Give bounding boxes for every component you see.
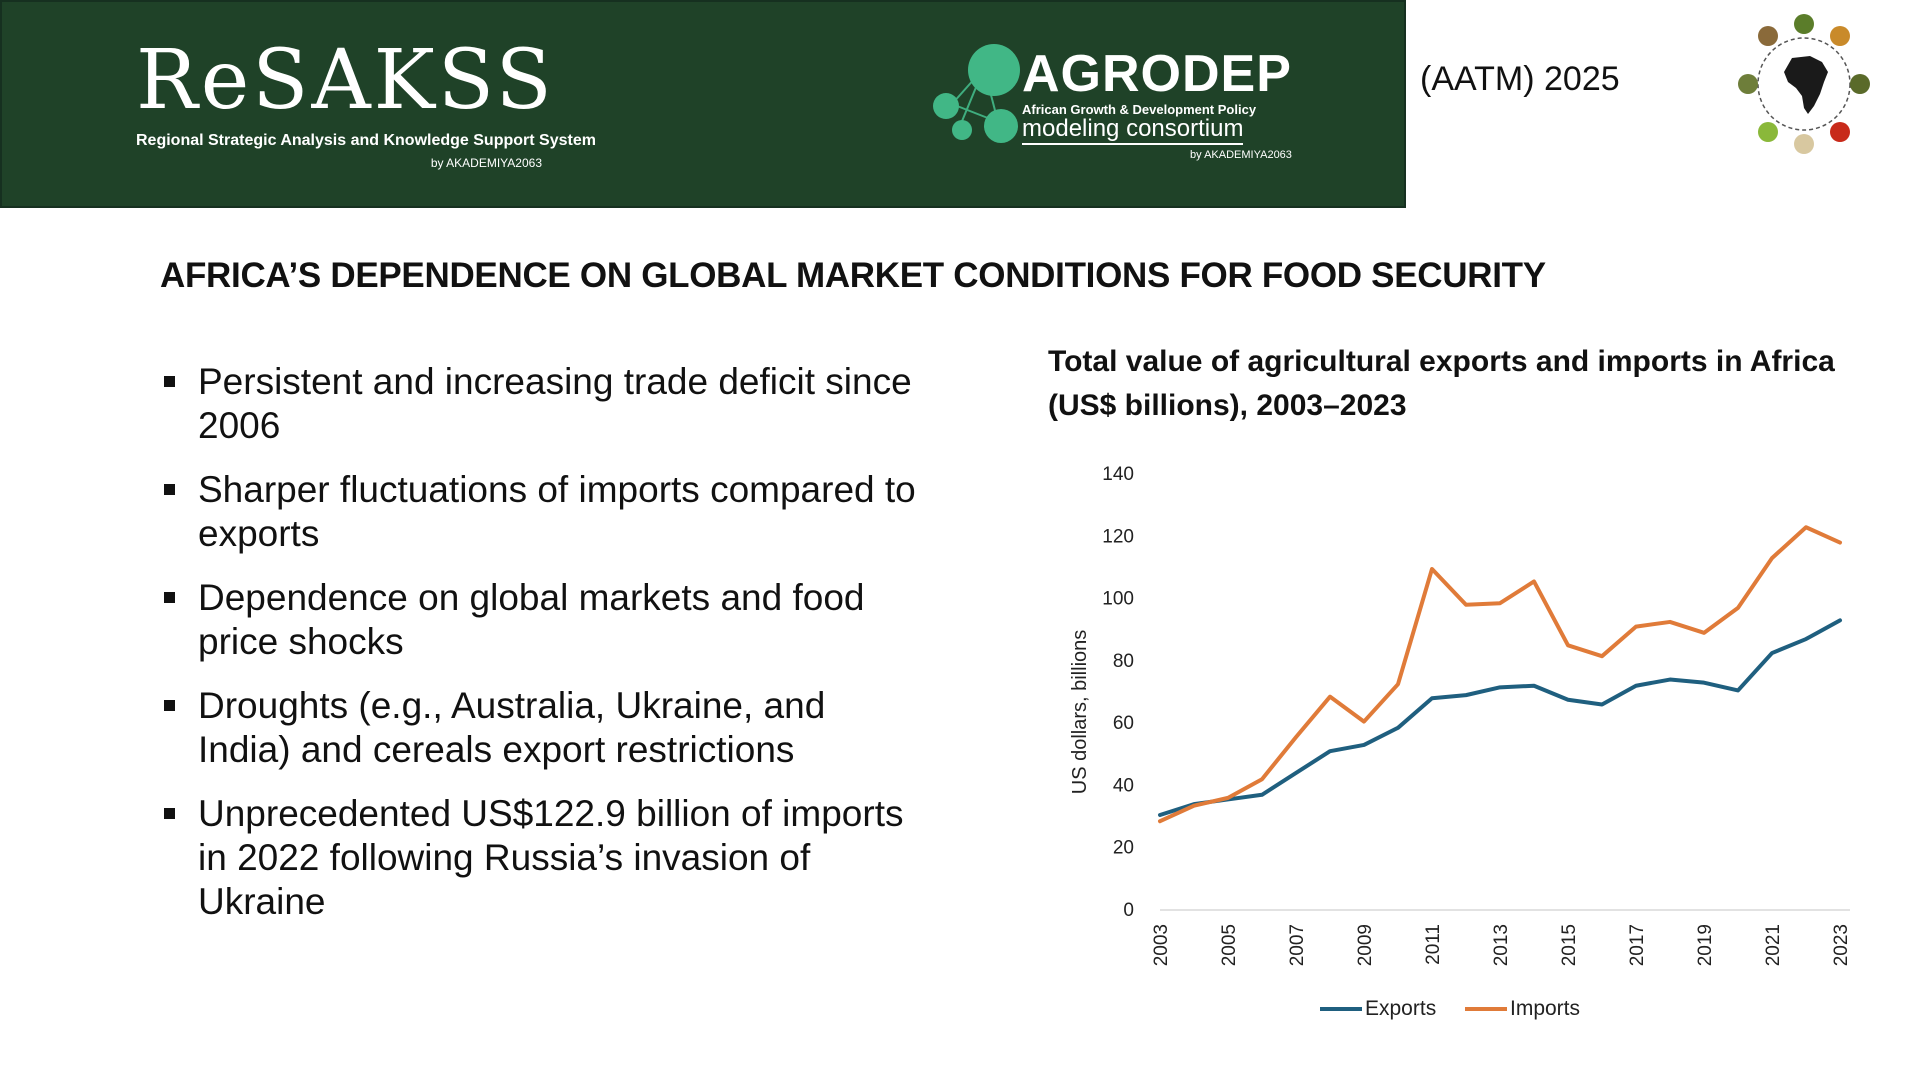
x-tick-label: 2005 [1219, 924, 1240, 966]
agrodep-name: AGRODEP [1022, 45, 1292, 103]
x-tick-label: 2009 [1355, 924, 1376, 966]
bullet-item: Sharper fluctuations of imports compared… [160, 468, 920, 556]
bullet-square-icon [164, 592, 175, 603]
x-tick-label: 2023 [1831, 924, 1852, 966]
y-tick-label: 60 [1113, 713, 1134, 734]
y-axis-label: US dollars, billions [1069, 630, 1091, 795]
resakss-byline: by AKADEMIYA2063 [430, 156, 542, 170]
resakss-subtitle: Regional Strategic Analysis and Knowledg… [136, 132, 596, 149]
agrodep-tagline: African Growth & Development Policy [1022, 102, 1257, 117]
agrodep-consortium: modeling consortium [1022, 117, 1244, 145]
bullet-text: Unprecedented US$122.9 billion of import… [198, 793, 904, 922]
y-tick-label: 100 [1102, 589, 1134, 610]
y-tick-label: 140 [1102, 464, 1134, 485]
header-banner: ReSAKSS Regional Strategic Analysis and … [0, 0, 1406, 208]
bullet-item: Droughts (e.g., Australia, Ukraine, and … [160, 684, 920, 772]
resakss-logo: ReSAKSS Regional Strategic Analysis and … [136, 33, 596, 171]
x-tick-label: 2007 [1287, 924, 1308, 966]
chart-title: Total value of agricultural exports and … [1048, 345, 1835, 422]
bullet-item: Dependence on global markets and food pr… [160, 576, 920, 664]
network-dots-icon [933, 44, 1020, 143]
bullet-text: Dependence on global markets and food pr… [198, 577, 865, 662]
bullet-square-icon [164, 484, 175, 495]
series-line-imports [1158, 525, 1842, 824]
bullet-square-icon [164, 376, 175, 387]
slide-title: AFRICA’S DEPENDENCE ON GLOBAL MARKET CON… [160, 256, 1546, 295]
bullet-list: Persistent and increasing trade deficit … [160, 360, 920, 944]
x-tick-label: 2003 [1151, 924, 1172, 966]
agrodep-logo: AGRODEP African Growth & Development Pol… [926, 44, 1306, 164]
bullet-text: Persistent and increasing trade deficit … [198, 361, 912, 446]
legend-label-imports: Imports [1510, 997, 1580, 1020]
legend-label-exports: Exports [1365, 997, 1436, 1020]
x-tick-label: 2015 [1559, 924, 1580, 966]
resakss-name: ReSAKSS [136, 33, 555, 128]
bullet-text: Sharper fluctuations of imports compared… [198, 469, 916, 554]
x-tick-label: 2013 [1491, 924, 1512, 966]
event-label: (AATM) 2025 [1420, 60, 1620, 98]
bullet-square-icon [164, 808, 175, 819]
x-tick-label: 2017 [1627, 924, 1648, 966]
y-tick-label: 120 [1102, 526, 1134, 547]
bullet-item: Unprecedented US$122.9 billion of import… [160, 792, 920, 924]
bullet-item: Persistent and increasing trade deficit … [160, 360, 920, 448]
x-tick-label: 2021 [1763, 924, 1784, 966]
agrodep-byline: by AKADEMIYA2063 [1190, 149, 1292, 161]
bullet-square-icon [164, 700, 175, 711]
y-tick-label: 20 [1113, 838, 1134, 859]
y-tick-label: 0 [1123, 900, 1134, 921]
bullet-text: Droughts (e.g., Australia, Ukraine, and … [198, 685, 826, 770]
x-tick-label: 2019 [1695, 924, 1716, 966]
series-line-exports [1158, 618, 1842, 818]
africa-emblem-icon [1738, 14, 1870, 154]
y-tick-label: 80 [1113, 651, 1134, 672]
x-tick-label: 2011 [1423, 924, 1444, 965]
y-tick-label: 40 [1113, 775, 1134, 796]
trade-line-chart: 0 20 40 60 80 100 120 140 US dollars, billions 20… [1069, 464, 1852, 1020]
